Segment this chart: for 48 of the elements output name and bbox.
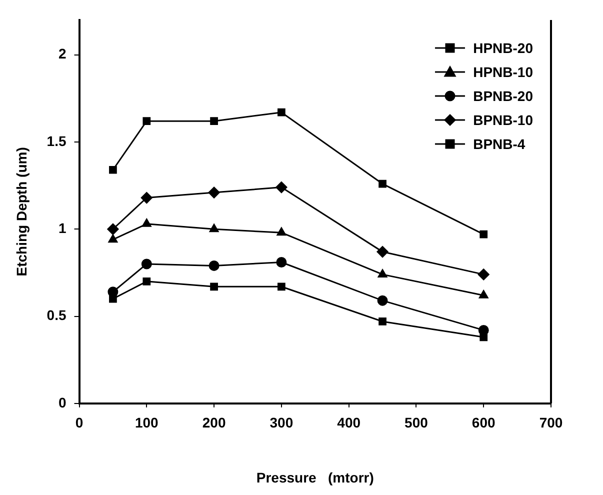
point xyxy=(108,234,118,243)
point xyxy=(276,256,287,268)
point xyxy=(276,227,286,236)
x-tick-label: 0 xyxy=(75,414,84,431)
x-tick-label: 500 xyxy=(404,414,428,431)
point xyxy=(278,108,286,116)
point xyxy=(109,294,117,303)
point xyxy=(478,290,488,298)
x-tick-label: 100 xyxy=(134,414,159,431)
point xyxy=(378,180,386,188)
point xyxy=(480,333,488,342)
point xyxy=(142,218,152,227)
point xyxy=(377,295,388,306)
point xyxy=(208,260,220,271)
point xyxy=(276,182,288,194)
point xyxy=(478,268,490,280)
y-tick-label: 1 xyxy=(58,220,66,236)
legend-label: BPNB-10 xyxy=(473,112,533,128)
x-tick-label: 300 xyxy=(270,414,294,431)
point xyxy=(109,166,117,174)
point xyxy=(208,186,220,198)
x-tick-label: 600 xyxy=(472,414,496,431)
x-tick-label: 700 xyxy=(539,414,563,431)
point xyxy=(142,117,151,126)
point xyxy=(209,224,219,232)
point xyxy=(210,282,218,291)
point xyxy=(141,258,152,270)
y-tick-label: 0.5 xyxy=(46,307,66,324)
y-tick-label: 0 xyxy=(58,394,66,410)
legend-label: HPNB-10 xyxy=(473,64,533,80)
y-tick-label: 1.5 xyxy=(46,132,66,149)
point xyxy=(142,277,151,286)
x-tick-label: 200 xyxy=(202,414,226,431)
legend-label: BPNB-4 xyxy=(473,136,526,152)
legend-label: BPNB-20 xyxy=(473,88,533,104)
x-tick-label: 400 xyxy=(337,414,361,431)
point xyxy=(378,318,386,326)
point xyxy=(210,117,218,126)
point xyxy=(480,230,488,238)
point xyxy=(107,223,119,235)
x-axis-title: Pressure (mtorr) xyxy=(256,469,374,486)
point xyxy=(278,282,286,291)
y-axis-title: Etching Depth (um) xyxy=(13,147,30,276)
point xyxy=(140,192,152,204)
point xyxy=(378,269,388,278)
y-tick-label: 2 xyxy=(58,46,66,62)
legend-label: HPNB-20 xyxy=(473,40,533,56)
point xyxy=(376,246,388,258)
